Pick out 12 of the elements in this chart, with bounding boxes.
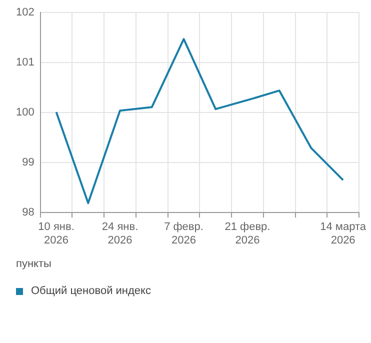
x-tick-label: 14 марта 2026: [320, 221, 367, 246]
x-tick-label: 21 февр. 2026: [224, 221, 270, 246]
y-tick-label: 101: [16, 56, 34, 69]
y-tick-label: 98: [22, 206, 34, 219]
legend-label: Общий ценовой индекс: [31, 285, 151, 297]
x-tick-label: 10 янв. 2026: [38, 221, 74, 246]
y-axis-title: пункты: [16, 258, 52, 270]
y-tick-label: 100: [16, 106, 34, 119]
x-tick-label: 7 февр. 2026: [164, 221, 204, 246]
x-tick-label: 24 янв. 2026: [102, 221, 138, 246]
y-tick-label: 99: [22, 156, 34, 169]
y-tick-label: 102: [16, 6, 34, 19]
